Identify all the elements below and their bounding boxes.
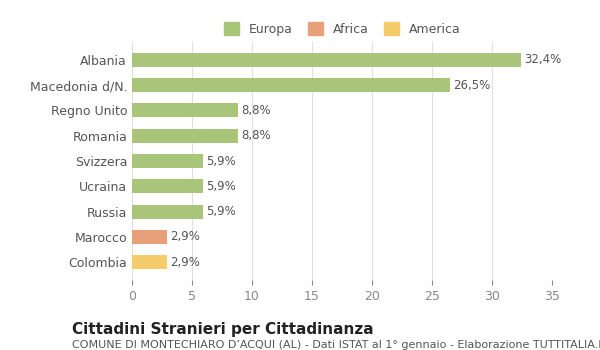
Text: COMUNE DI MONTECHIARO D’ACQUI (AL) - Dati ISTAT al 1° gennaio - Elaborazione TUT: COMUNE DI MONTECHIARO D’ACQUI (AL) - Dat… <box>72 340 600 350</box>
Text: 2,9%: 2,9% <box>170 230 200 243</box>
Text: Cittadini Stranieri per Cittadinanza: Cittadini Stranieri per Cittadinanza <box>72 322 374 337</box>
Bar <box>132 255 167 269</box>
Text: 5,9%: 5,9% <box>206 180 236 193</box>
Bar <box>132 78 450 92</box>
Bar <box>132 104 238 117</box>
Text: 8,8%: 8,8% <box>241 104 271 117</box>
Text: 5,9%: 5,9% <box>206 154 236 168</box>
Legend: Europa, Africa, America: Europa, Africa, America <box>219 17 465 41</box>
Bar <box>132 179 203 193</box>
Bar <box>132 154 203 168</box>
Bar <box>132 230 167 244</box>
Bar <box>132 205 203 218</box>
Text: 5,9%: 5,9% <box>206 205 236 218</box>
Text: 8,8%: 8,8% <box>241 129 271 142</box>
Text: 32,4%: 32,4% <box>524 53 562 66</box>
Bar <box>132 129 238 143</box>
Text: 26,5%: 26,5% <box>454 79 491 92</box>
Bar <box>132 53 521 67</box>
Text: 2,9%: 2,9% <box>170 256 200 269</box>
